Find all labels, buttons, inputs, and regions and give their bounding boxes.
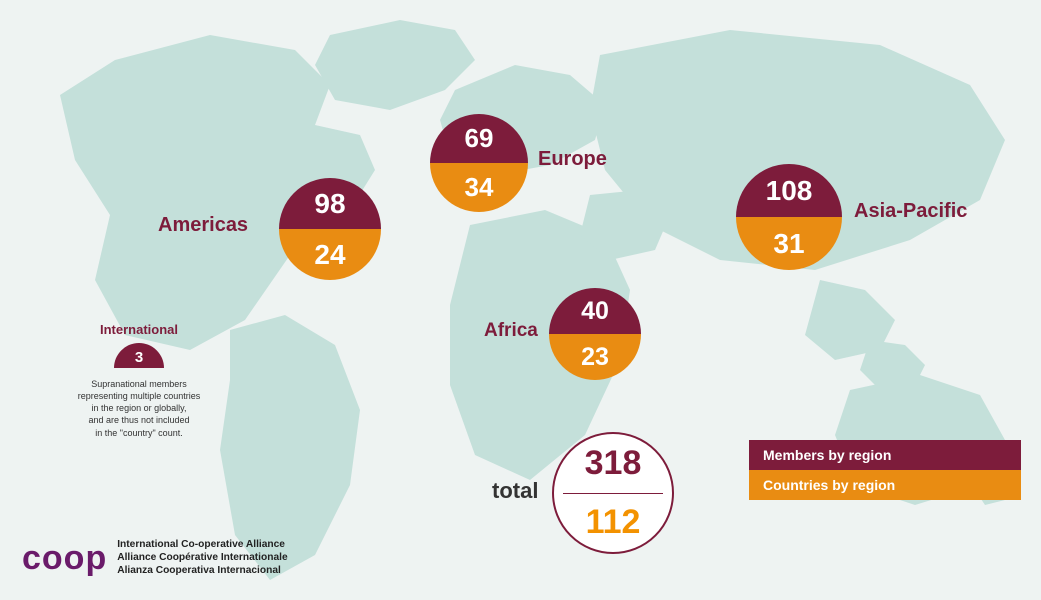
intl-title: International [54,322,224,337]
intl-value: 3 [114,343,164,368]
international-block: International 3 Supranational membersrepre… [54,322,224,439]
bubble-asia: 10831 [736,164,842,270]
bubble-europe: 6934 [430,114,528,212]
bubble-africa: 4023 [549,288,641,380]
label-africa: Africa [484,320,538,342]
total-bubble: 318112 [552,432,674,554]
legend: Members by regionCountries by region [749,440,1021,500]
legend-members: Members by region [749,440,1021,470]
world-map [0,0,1041,600]
logo-wordmark: coop [22,539,107,578]
legend-countries: Countries by region [749,470,1021,500]
label-americas: Americas [158,214,248,237]
logo-line-2: Alliance Coopérative Internationale [117,552,287,565]
intl-note: Supranational membersrepresenting multip… [54,378,224,439]
label-europe: Europe [538,148,607,171]
total-label: total [492,478,538,504]
coop-logo: coop International Co-operative Alliance… [22,539,288,578]
logo-line-3: Alianza Cooperativa Internacional [117,565,287,578]
bubble-americas: 9824 [279,178,381,280]
logo-tagline: International Co-operative Alliance Alli… [117,539,287,577]
total-members: 318 [554,434,672,493]
total-countries: 112 [554,493,672,552]
label-asia: Asia-Pacific [854,200,967,223]
logo-line-1: International Co-operative Alliance [117,539,287,552]
infographic: International 3 Supranational membersrepre… [0,0,1041,600]
